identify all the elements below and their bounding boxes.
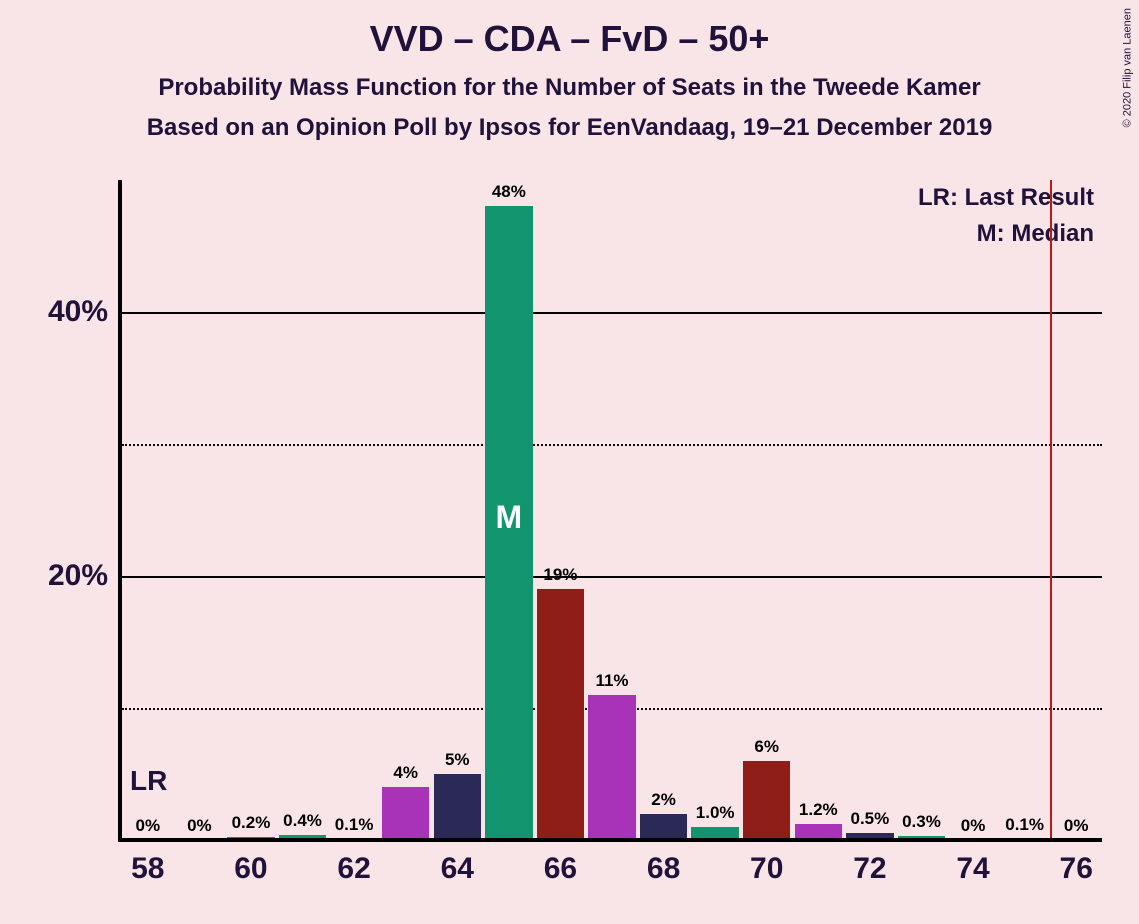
bar-value-label: 0.4% (283, 811, 322, 835)
bar-value-label: 1.0% (696, 803, 735, 827)
gridline (122, 576, 1102, 578)
chart-title: VVD – CDA – FvD – 50+ (0, 0, 1139, 60)
legend: LR: Last Result M: Median (918, 184, 1094, 248)
x-tick-label: 60 (234, 840, 267, 886)
lr-marker: LR (130, 765, 167, 797)
pmf-chart: VVD – CDA – FvD – 50+ Probability Mass F… (0, 0, 1139, 924)
x-tick-label: 72 (853, 840, 886, 886)
bar-value-label: 0.5% (851, 809, 890, 833)
gridline-minor (122, 444, 1102, 446)
bar: 5% (434, 774, 481, 840)
y-axis (118, 180, 122, 842)
x-tick-label: 76 (1060, 840, 1093, 886)
bar-value-label: 0.3% (902, 812, 941, 836)
bar-value-label: 0% (135, 816, 160, 840)
bar-value-label: 0.2% (232, 813, 271, 837)
bar-value-label: 1.2% (799, 800, 838, 824)
bar-value-label: 4% (393, 763, 418, 787)
x-tick-label: 70 (750, 840, 783, 886)
x-tick-label: 62 (337, 840, 370, 886)
legend-lr: LR: Last Result (918, 184, 1094, 212)
bar-value-label: 0% (1064, 816, 1089, 840)
median-marker: M (496, 499, 523, 536)
bar: 48%M (485, 206, 532, 840)
bar-value-label: 0% (961, 816, 986, 840)
bar-value-label: 2% (651, 790, 676, 814)
legend-m: M: Median (918, 220, 1094, 248)
x-tick-label: 64 (441, 840, 474, 886)
bar-value-label: 5% (445, 750, 470, 774)
bar: 19% (537, 589, 584, 840)
gridline (122, 312, 1102, 314)
y-tick-label: 20% (48, 559, 122, 593)
x-tick-label: 74 (956, 840, 989, 886)
bar-value-label: 19% (543, 565, 577, 589)
x-tick-label: 66 (544, 840, 577, 886)
y-tick-label: 40% (48, 295, 122, 329)
chart-subtitle-1: Probability Mass Function for the Number… (0, 74, 1139, 102)
bar: 4% (382, 787, 429, 840)
x-tick-label: 58 (131, 840, 164, 886)
majority-line (1050, 180, 1052, 840)
bar-value-label: 0.1% (1005, 815, 1044, 839)
bar-value-label: 0.1% (335, 815, 374, 839)
bar: 2% (640, 814, 687, 840)
plot-area: LR: Last Result M: Median 20%40%0%0%0.2%… (122, 180, 1102, 840)
credit-text: © 2020 Filip van Laenen (1121, 8, 1133, 127)
x-tick-label: 68 (647, 840, 680, 886)
bar-value-label: 48% (492, 182, 526, 206)
bar-value-label: 0% (187, 816, 212, 840)
bar-value-label: 11% (595, 671, 628, 695)
bar: 6% (743, 761, 790, 840)
bar: 11% (588, 695, 635, 840)
chart-subtitle-2: Based on an Opinion Poll by Ipsos for Ee… (0, 114, 1139, 142)
bar-value-label: 6% (754, 737, 779, 761)
